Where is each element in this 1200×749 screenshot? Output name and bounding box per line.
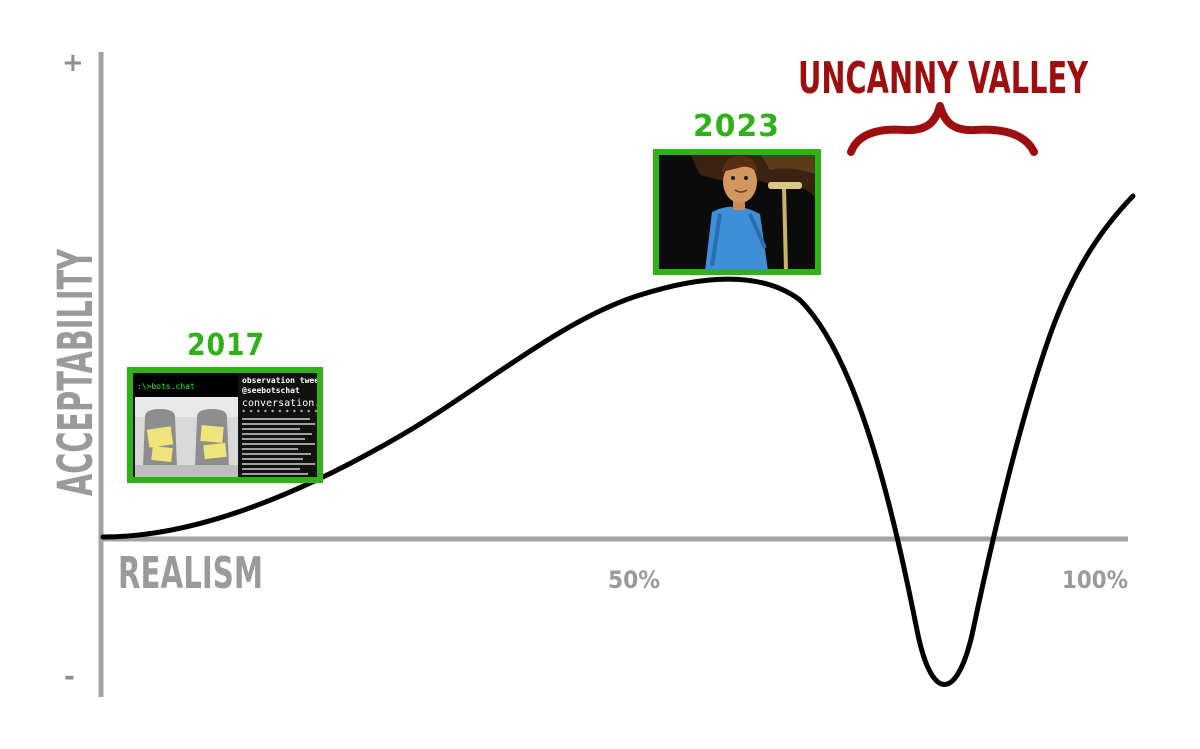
image-frame-2023 <box>653 149 821 275</box>
x-tick-100-percent: 100% <box>1062 566 1128 594</box>
x-tick-50-percent: 50% <box>608 566 660 594</box>
year-label-2017: 2017 <box>187 328 265 363</box>
terminal-prompt: :\>bots.chat <box>137 382 195 391</box>
log-stars: * * * * * * * * * * * * * * <box>242 409 340 416</box>
observation-handle: @seebotschat <box>242 386 300 395</box>
acceptability-curve <box>100 193 1136 687</box>
y-axis-title: ACCEPTABILITY <box>48 248 104 496</box>
observation-header: observation tweets <box>242 375 329 385</box>
uncanny-valley-title: UNCANNY VALLEY <box>798 53 1089 104</box>
year-label-2023: 2023 <box>693 109 780 144</box>
x-axis-title: REALISM <box>118 548 263 599</box>
talking-speakers-terminal-image: :\>bots.chat observation tweets @seebots… <box>127 367 340 483</box>
animated-man-at-microphone-image <box>653 149 821 275</box>
log-text-lines <box>242 418 315 475</box>
y-axis-minus-label: - <box>64 662 75 692</box>
conversation-log-title: conversation.log <box>242 398 338 409</box>
y-axis-plus-label: + <box>62 48 84 78</box>
image-frame-2017 <box>127 367 323 483</box>
curly-brace-icon <box>847 102 1038 156</box>
